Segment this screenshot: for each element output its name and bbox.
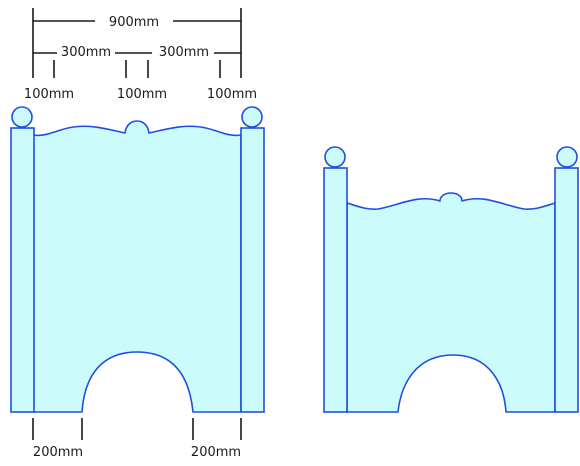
bottom-right-label: 200mm bbox=[191, 445, 241, 460]
post-right-label: 100mm bbox=[207, 87, 257, 102]
post-left-label: 100mm bbox=[24, 87, 74, 102]
gate-left bbox=[10, 106, 265, 413]
panel-left-label: 300mm bbox=[61, 45, 111, 60]
total-width-label: 900mm bbox=[109, 15, 159, 30]
gate-left-post-right bbox=[240, 127, 265, 413]
gate-right-finial-right bbox=[556, 146, 578, 168]
gate-left-panel bbox=[32, 120, 242, 413]
gate-right-post-right bbox=[554, 167, 579, 413]
gate-right-post-left bbox=[323, 167, 348, 413]
bottom-dimensions: 200mm 200mm bbox=[32, 418, 242, 460]
gate-right bbox=[323, 146, 579, 413]
gate-left-post-left bbox=[10, 127, 35, 413]
gate-right-finial-left bbox=[324, 146, 346, 168]
top-dimensions: 900mm 300mm 300mm 100mm 100mm 100mm bbox=[24, 8, 257, 102]
post-middle-label: 100mm bbox=[117, 87, 167, 102]
panel-right-label: 300mm bbox=[159, 45, 209, 60]
gate-left-finial-right bbox=[241, 106, 263, 128]
gate-right-panel bbox=[346, 192, 556, 413]
bottom-left-label: 200mm bbox=[33, 445, 83, 460]
gate-left-finial-left bbox=[11, 106, 33, 128]
